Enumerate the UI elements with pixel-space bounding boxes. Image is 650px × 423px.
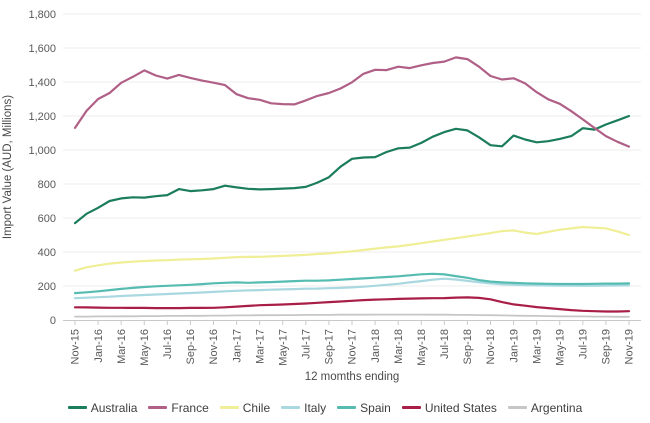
legend-label: France [171, 400, 209, 415]
gridlines-group [63, 13, 641, 287]
axes-group: 0 200 400 600 800 1,000 1,200 1,400 1,600 1,800 No… [28, 9, 641, 366]
series-line-france [73, 56, 631, 148]
y-tick-label: 1,800 [28, 9, 56, 21]
legend-swatch-france [148, 406, 168, 409]
legend-item-chile: Chile [219, 400, 271, 415]
x-tick-label: Jan-19 [508, 329, 520, 363]
series-line-australia [73, 114, 631, 225]
legend-label: Australia [90, 400, 138, 415]
x-tick-label: May-19 [554, 329, 566, 366]
x-axis-title: 12 momths ending [305, 371, 400, 383]
series-line-chile [73, 225, 631, 272]
x-tick-label: Jul-16 [162, 329, 174, 359]
legend-item-france: France [148, 400, 209, 415]
x-tick-label: May-17 [277, 329, 289, 366]
x-tick-label: Mar-16 [116, 329, 128, 364]
x-tick-label: Nov-19 [624, 329, 636, 364]
legend-label: Spain [360, 400, 391, 415]
x-tick-label: May-18 [416, 329, 428, 366]
series-line-spain [73, 272, 631, 295]
x-tick-label: Jan-16 [93, 329, 105, 363]
y-tick-label: 1,400 [28, 77, 56, 89]
chart-plot-area: 0 200 400 600 800 1,000 1,200 1,400 1,600 1,800 No… [2, 9, 641, 383]
y-tick-label: 400 [38, 247, 56, 259]
x-tick-label: Nov-15 [70, 329, 82, 364]
y-axis-title: Import Value (AUD, Millions) [2, 95, 14, 239]
x-tick-label: Sep-16 [185, 329, 197, 364]
legend-label: United States [424, 400, 497, 415]
y-tick-label: 800 [38, 179, 56, 191]
x-tick-label: Nov-16 [208, 329, 220, 364]
x-tick-label: May-16 [139, 329, 151, 366]
legend-swatch-argentina [507, 406, 527, 409]
series-line-argentina [74, 313, 630, 318]
legend-label: Argentina [530, 400, 583, 415]
x-tick-label: Jul-17 [301, 329, 313, 359]
x-tick-label: Jan-18 [370, 329, 382, 363]
legend-swatch-united-states [401, 406, 421, 409]
x-tick-label: Sep-18 [462, 329, 474, 364]
series-line-united-states [73, 296, 631, 313]
x-tick-label: Mar-19 [531, 329, 543, 364]
legend-item-italy: Italy [281, 401, 326, 415]
y-tick-label: 1,600 [28, 43, 56, 55]
y-tick-label: 600 [38, 213, 56, 225]
y-tick-label: 1,200 [28, 111, 56, 123]
legend-label: Chile [242, 400, 271, 415]
x-tick-label: Nov-18 [485, 329, 497, 364]
y-tick-label: 0 [50, 315, 56, 327]
legend-swatch-australia [67, 406, 87, 409]
x-tick-label: Jul-18 [439, 329, 451, 359]
legend-swatch-spain [337, 406, 357, 409]
x-tick-label: Mar-18 [393, 329, 405, 364]
chart-legend: Australia France Chile Italy Spain United Sta… [0, 392, 650, 423]
legend-swatch-chile [219, 406, 239, 409]
x-tick-label: Jan-17 [231, 329, 243, 363]
series-line-italy [73, 277, 631, 300]
y-tick-label: 200 [38, 281, 56, 293]
x-tick-label: Sep-17 [324, 329, 336, 364]
series-lines-group [73, 56, 631, 318]
legend-item-argentina: Argentina [507, 400, 583, 415]
y-tick-label: 1,000 [28, 145, 56, 157]
legend-label: Italy [304, 400, 327, 415]
x-tick-label: Mar-17 [254, 329, 266, 364]
x-tick-label: Sep-19 [601, 329, 613, 364]
legend-swatch-italy [281, 406, 301, 409]
x-tick-label: Nov-17 [347, 329, 359, 364]
x-tick-label: Jul-19 [578, 329, 590, 359]
legend-item-united-states: United States [401, 400, 497, 415]
legend-item-spain: Spain [337, 401, 391, 415]
legend-item-australia: Australia [67, 400, 138, 415]
